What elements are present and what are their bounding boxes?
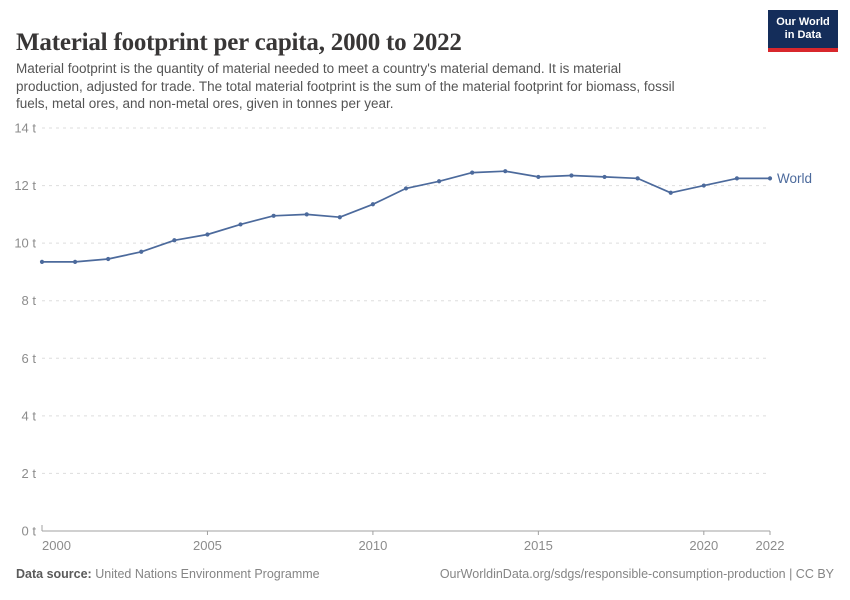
data-point <box>172 238 177 243</box>
data-point <box>304 212 309 217</box>
data-point <box>668 190 673 195</box>
data-point <box>635 176 640 181</box>
data-point <box>536 174 541 180</box>
data-point <box>470 170 475 175</box>
data-point <box>569 173 574 178</box>
y-axis-tick-label: 2 t <box>22 466 37 481</box>
data-point <box>139 249 144 254</box>
data-point <box>238 222 243 227</box>
data-source: Data source: United Nations Environment … <box>16 567 320 581</box>
logo-line-1: Our World <box>776 16 830 28</box>
data-point <box>72 259 78 264</box>
y-axis-tick-label: 6 t <box>22 351 37 366</box>
data-point <box>503 169 508 174</box>
x-axis-tick-label: 2010 <box>358 538 387 553</box>
chart-footer: Data source: United Nations Environment … <box>16 567 834 581</box>
chart-title: Material footprint per capita, 2000 to 2… <box>16 28 462 56</box>
y-axis-tick-label: 0 t <box>22 524 37 539</box>
data-point <box>436 179 442 184</box>
data-point <box>701 183 706 188</box>
subtitle-line: production, adjusted for trade. The tota… <box>16 78 675 94</box>
data-point <box>39 259 45 264</box>
data-point <box>271 213 276 218</box>
y-axis-tick-label: 4 t <box>22 408 37 423</box>
data-point <box>337 215 342 220</box>
subtitle-line: Material footprint is the quantity of ma… <box>16 61 622 76</box>
series-line-world <box>41 170 771 263</box>
y-axis-tick-label: 8 t <box>22 293 37 308</box>
data-point <box>106 256 111 262</box>
data-source-label: Data source: <box>16 567 92 581</box>
data-point <box>767 176 773 181</box>
data-point <box>602 174 607 180</box>
x-axis-tick-label: 2022 <box>756 538 785 553</box>
y-axis-tick-label: 10 t <box>14 236 36 251</box>
data-point <box>205 232 210 237</box>
owid-logo: Our World in Data <box>768 10 838 52</box>
y-axis-tick-label: 14 t <box>14 121 36 136</box>
data-point <box>734 176 740 181</box>
data-point <box>370 202 376 207</box>
x-axis-tick-label: 2015 <box>524 538 553 553</box>
chart-subtitle: Material footprint is the quantity of ma… <box>16 60 761 113</box>
subtitle-line: fuels, metal ores, and non-metal ores, g… <box>16 96 394 111</box>
logo-line-2: in Data <box>784 29 822 41</box>
x-axis-tick-label: 2000 <box>42 538 71 553</box>
footer-url: OurWorldinData.org/sdgs/responsible-cons… <box>439 567 834 581</box>
data-point <box>403 186 409 191</box>
x-axis-tick-label: 2005 <box>193 538 222 553</box>
series-label-world: World <box>777 171 812 186</box>
data-source-value: United Nations Environment Programme <box>95 567 320 581</box>
x-axis-tick-label: 2020 <box>689 538 718 553</box>
y-axis-tick-label: 12 t <box>14 178 36 193</box>
